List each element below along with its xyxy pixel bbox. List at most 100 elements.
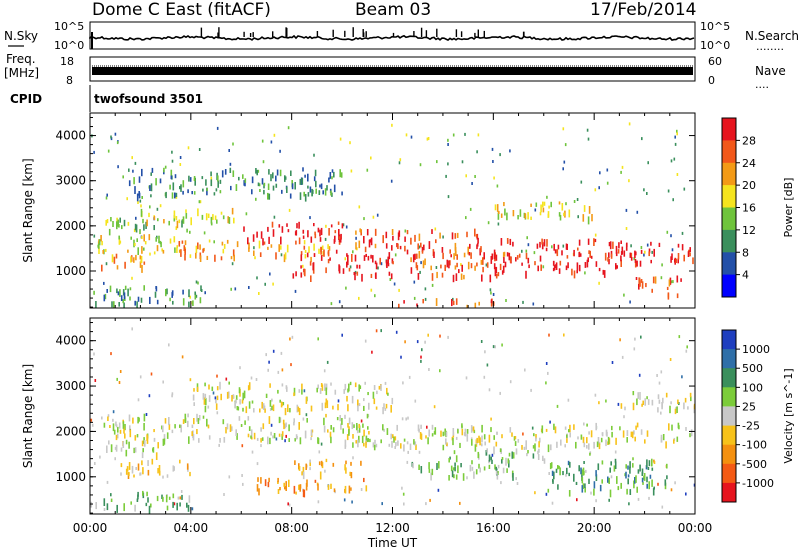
echo-point bbox=[417, 243, 419, 250]
freq-band bbox=[92, 67, 693, 75]
echo-point bbox=[148, 394, 151, 398]
echo-point bbox=[144, 241, 147, 245]
colorbar-segment bbox=[722, 406, 736, 426]
echo-point bbox=[125, 439, 128, 445]
echo-point bbox=[425, 502, 427, 506]
echo-point bbox=[158, 470, 161, 476]
echo-point bbox=[307, 173, 309, 182]
echo-point bbox=[311, 188, 313, 197]
echo-point bbox=[147, 469, 150, 476]
echo-point bbox=[651, 399, 654, 406]
echo-point bbox=[303, 240, 306, 245]
echo-point bbox=[373, 444, 376, 451]
echo-point bbox=[441, 272, 444, 278]
echo-point bbox=[230, 185, 232, 191]
echo-point bbox=[448, 458, 450, 463]
echo-point bbox=[352, 442, 354, 448]
echo-point bbox=[398, 161, 401, 165]
echo-point bbox=[547, 211, 550, 218]
echo-point bbox=[203, 247, 205, 252]
echo-point bbox=[656, 374, 658, 377]
echo-point bbox=[124, 285, 127, 290]
echo-point bbox=[228, 391, 230, 399]
echo-point bbox=[506, 238, 509, 244]
echo-point bbox=[562, 244, 565, 248]
echo-point bbox=[139, 255, 142, 260]
echo-point bbox=[104, 293, 107, 300]
echo-point bbox=[569, 432, 571, 438]
echo-point bbox=[461, 425, 463, 429]
echo-point bbox=[244, 178, 247, 183]
echo-point bbox=[208, 435, 211, 440]
echo-point bbox=[408, 375, 411, 379]
echo-point bbox=[673, 157, 676, 161]
echo-point bbox=[646, 430, 649, 437]
echo-point bbox=[138, 176, 141, 183]
echo-point bbox=[310, 405, 313, 412]
echo-point bbox=[662, 397, 664, 404]
echo-point bbox=[456, 254, 458, 260]
echo-point bbox=[374, 294, 376, 298]
echo-point bbox=[301, 389, 303, 395]
echo-point bbox=[525, 440, 527, 445]
echo-point bbox=[143, 423, 145, 431]
echo-point bbox=[584, 262, 587, 268]
scatter-field bbox=[91, 122, 694, 308]
echo-point bbox=[352, 434, 354, 439]
echo-point bbox=[447, 195, 450, 199]
echo-point bbox=[586, 259, 589, 268]
echo-point bbox=[600, 437, 603, 443]
echo-point bbox=[120, 472, 122, 476]
echo-point bbox=[660, 434, 663, 443]
echo-point bbox=[219, 438, 221, 443]
echo-point bbox=[329, 431, 332, 438]
echo-point bbox=[590, 255, 593, 259]
echo-point bbox=[134, 161, 137, 165]
echo-point bbox=[594, 238, 597, 243]
echo-point bbox=[290, 170, 292, 176]
echo-point bbox=[414, 399, 417, 403]
echo-point bbox=[309, 467, 311, 471]
echo-point bbox=[220, 256, 223, 261]
echo-point bbox=[392, 261, 394, 265]
echo-point bbox=[406, 460, 409, 464]
echo-point bbox=[639, 464, 641, 472]
echo-point bbox=[375, 329, 378, 333]
echo-point bbox=[350, 461, 352, 466]
echo-point bbox=[327, 259, 330, 264]
echo-point bbox=[115, 253, 118, 259]
echo-point bbox=[223, 493, 225, 496]
echo-point bbox=[509, 427, 512, 433]
echo-point bbox=[597, 437, 600, 445]
echo-point bbox=[455, 436, 458, 440]
echo-point bbox=[464, 132, 466, 136]
echo-point bbox=[259, 252, 262, 257]
echo-point bbox=[244, 180, 246, 187]
noise-tick-left-high: 10^5 bbox=[54, 20, 84, 33]
echo-point bbox=[135, 467, 137, 470]
echo-point bbox=[512, 452, 515, 459]
echo-point bbox=[324, 188, 327, 196]
echo-point bbox=[615, 252, 618, 257]
echo-point bbox=[445, 431, 448, 437]
echo-point bbox=[299, 178, 302, 185]
colorbar-tick-label: -100 bbox=[742, 439, 767, 452]
echo-point bbox=[250, 435, 252, 439]
echo-point bbox=[568, 429, 570, 433]
y-tick-label: 4000 bbox=[55, 334, 86, 348]
echo-point bbox=[369, 438, 371, 443]
echo-point bbox=[286, 244, 289, 253]
echo-point bbox=[559, 467, 561, 476]
echo-point bbox=[643, 188, 645, 192]
echo-point bbox=[375, 272, 377, 279]
echo-point bbox=[421, 246, 424, 252]
echo-point bbox=[120, 447, 123, 452]
echo-point bbox=[258, 240, 261, 249]
echo-point bbox=[302, 466, 305, 474]
echo-point bbox=[334, 230, 337, 234]
echo-point bbox=[617, 486, 620, 491]
echo-point bbox=[343, 389, 345, 394]
echo-point bbox=[281, 226, 284, 233]
echo-point bbox=[547, 371, 549, 375]
echo-point bbox=[137, 296, 140, 302]
